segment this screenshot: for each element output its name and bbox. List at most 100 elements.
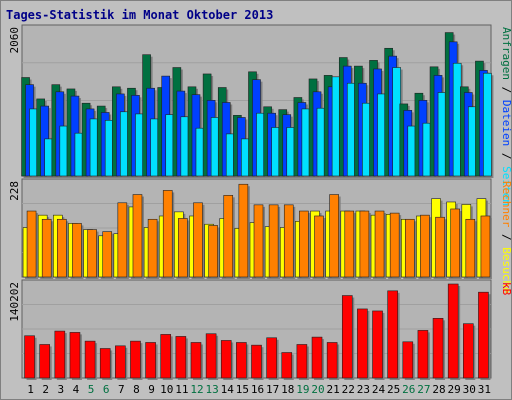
bar-kb-day-16 — [251, 344, 262, 379]
bar-kb-day-12 — [190, 342, 202, 379]
legend-seiten: Seiten — [500, 166, 512, 206]
bar-rechner-day-28 — [435, 216, 445, 278]
bar-rechner-day-11 — [178, 218, 188, 278]
x-tick-label-day-20: 20 — [311, 383, 324, 396]
legend-anfragen: Anfragen — [500, 27, 512, 80]
bar-seiten-day-12 — [195, 127, 205, 177]
bar-kb-day-4 — [69, 332, 81, 379]
bar-kb-day-10 — [160, 334, 172, 379]
bar-rechner-day-8 — [132, 194, 143, 278]
bar-rechner-day-23 — [359, 210, 370, 278]
x-tick-label-day-4: 4 — [73, 383, 80, 396]
bar-seiten-day-21 — [331, 76, 341, 177]
bar-seiten-day-30 — [468, 106, 477, 177]
bar-seiten-day-6 — [104, 120, 114, 177]
bar-seiten-day-13 — [210, 117, 220, 177]
bar-seiten-day-23 — [362, 102, 371, 177]
panel-3-legend: kB — [500, 282, 512, 296]
bar-kb-day-6 — [99, 348, 111, 379]
legend-besuche: Besuche — [500, 247, 512, 293]
panel-2-max-label: 228 — [8, 181, 21, 201]
bar-kb-day-7 — [115, 345, 126, 379]
panel-2: 228 Rechner / Besuche — [8, 178, 512, 294]
x-tick-label-day-7: 7 — [118, 383, 125, 396]
bar-rechner-day-15 — [238, 183, 249, 278]
bar-rechner-day-2 — [41, 218, 52, 278]
x-tick-label-day-19: 19 — [296, 383, 309, 396]
x-tick-label-day-8: 8 — [133, 383, 140, 396]
bar-rechner-day-13 — [208, 225, 218, 278]
x-tick-label-day-13: 13 — [205, 383, 218, 396]
bar-seiten-day-2 — [44, 138, 53, 177]
legend-kb: kB — [500, 282, 512, 296]
bar-kb-day-28 — [432, 318, 444, 379]
x-tick-label-day-6: 6 — [103, 383, 110, 396]
bar-rechner-day-12 — [193, 202, 203, 278]
bar-kb-day-30 — [463, 323, 474, 379]
bar-kb-day-22 — [341, 295, 353, 379]
bar-seiten-day-27 — [422, 122, 432, 177]
bar-kb-day-19 — [296, 344, 308, 379]
x-tick-label-day-1: 1 — [27, 383, 34, 396]
chart-panels: 2060 Anfragen / Dateien / Seiten 228 Rechne… — [8, 24, 512, 380]
bar-seiten-day-25 — [392, 67, 401, 177]
x-tick-label-day-25: 25 — [387, 383, 400, 396]
bar-seiten-day-31 — [483, 72, 492, 177]
bar-rechner-day-3 — [57, 218, 67, 278]
x-tick-label-day-17: 17 — [266, 383, 279, 396]
bar-seiten-day-9 — [150, 118, 159, 177]
bar-rechner-day-1 — [26, 210, 37, 278]
x-tick-label-day-22: 22 — [342, 383, 355, 396]
panel-1: 2060 Anfragen / Dateien / Seiten — [8, 24, 512, 206]
bar-seiten-day-4 — [74, 132, 84, 177]
bar-rechner-day-7 — [117, 202, 128, 278]
x-tick-label-day-2: 2 — [42, 383, 49, 396]
legend-separator: / — [500, 80, 512, 100]
bar-kb-day-15 — [236, 342, 247, 379]
bar-kb-day-29 — [447, 283, 459, 379]
x-tick-label-day-10: 10 — [160, 383, 173, 396]
bar-seiten-day-17 — [271, 127, 280, 177]
bar-kb-day-31 — [478, 291, 489, 379]
x-tick-label-day-12: 12 — [190, 383, 203, 396]
bar-kb-day-11 — [175, 336, 187, 379]
bar-rechner-day-21 — [329, 194, 339, 278]
x-tick-label-day-3: 3 — [58, 383, 65, 396]
bar-rechner-day-18 — [283, 204, 294, 278]
bar-seiten-day-11 — [180, 116, 190, 177]
bar-rechner-day-25 — [389, 212, 400, 278]
panel-1-legend: Anfragen / Dateien / Seiten — [500, 27, 512, 206]
bar-kb-day-24 — [372, 310, 383, 379]
x-tick-label-day-29: 29 — [448, 383, 461, 396]
bar-seiten-day-10 — [165, 114, 175, 177]
bar-seiten-day-29 — [452, 62, 462, 177]
x-tick-label-day-23: 23 — [357, 383, 370, 396]
bar-rechner-day-26 — [404, 218, 415, 278]
bar-kb-day-25 — [387, 290, 398, 379]
bar-seiten-day-5 — [89, 118, 99, 177]
bar-kb-day-18 — [281, 352, 293, 379]
bar-kb-day-5 — [84, 340, 96, 379]
bar-kb-day-8 — [130, 340, 141, 379]
bar-rechner-day-5 — [87, 229, 97, 278]
x-tick-label-day-15: 15 — [236, 383, 249, 396]
bar-seiten-day-1 — [29, 108, 38, 177]
legend-dateien: Dateien — [500, 100, 512, 146]
bar-kb-day-2 — [39, 344, 50, 379]
panel-1-max-label: 2060 — [8, 27, 21, 54]
x-tick-label-day-18: 18 — [281, 383, 294, 396]
bar-kb-day-23 — [357, 308, 368, 379]
bar-kb-day-13 — [205, 333, 217, 379]
panel-2-legend: Rechner / Besuche — [500, 181, 512, 294]
bar-seiten-day-20 — [316, 107, 326, 177]
bar-kb-day-27 — [417, 330, 429, 379]
bar-seiten-day-16 — [256, 112, 265, 177]
bar-seiten-day-18 — [286, 127, 296, 177]
x-tick-label-day-16: 16 — [251, 383, 264, 396]
x-tick-label-day-11: 11 — [175, 383, 188, 396]
bar-rechner-day-20 — [314, 215, 324, 278]
x-tick-label-day-5: 5 — [88, 383, 95, 396]
bar-rechner-day-22 — [344, 210, 355, 278]
panel-3-max-label: 140202 — [8, 282, 21, 322]
